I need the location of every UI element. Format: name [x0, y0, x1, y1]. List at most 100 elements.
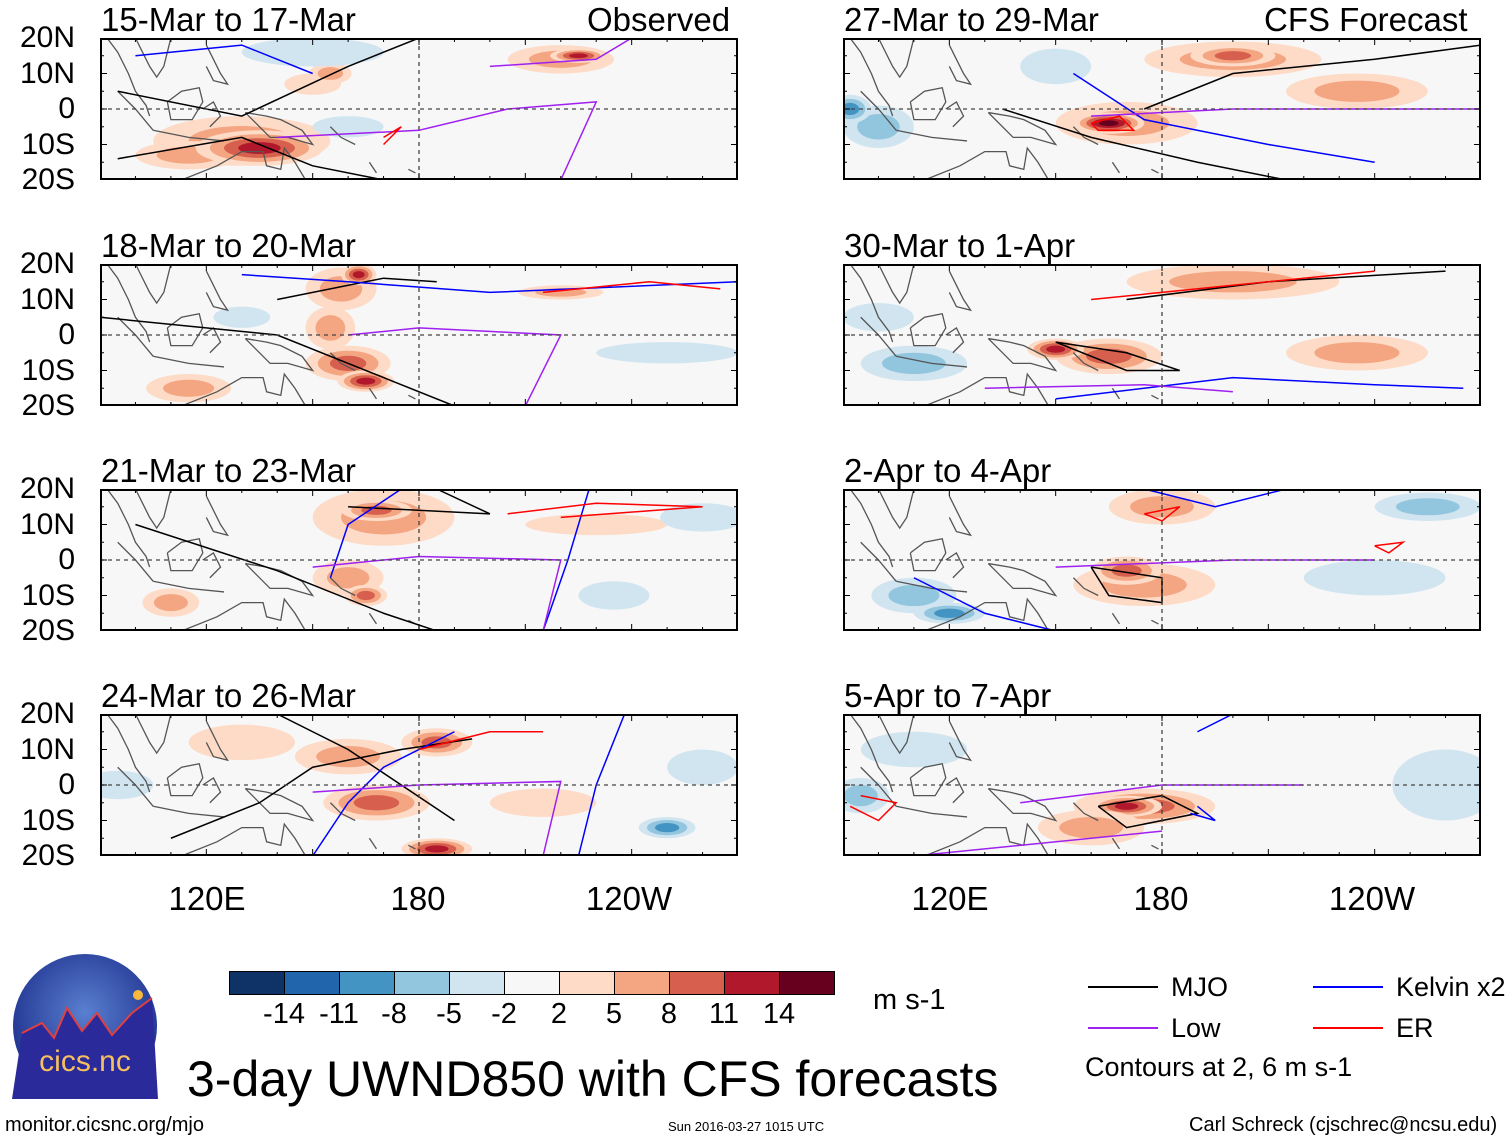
y-tick-label: 10S: [21, 353, 75, 387]
y-tick-label: 10N: [19, 56, 75, 90]
kelvin-contour: [1055, 376, 1464, 400]
kelvin-contour: [329, 489, 402, 578]
map-panel-1: [100, 38, 738, 180]
wind-anomaly-shade: [1214, 51, 1252, 61]
coastline: [849, 489, 894, 568]
y-tick-label: 0: [58, 318, 75, 351]
colorbar-label: -14: [263, 998, 305, 1030]
wind-anomaly-shade: [888, 584, 940, 607]
y-tick-label: 20N: [19, 247, 75, 280]
x-tick-180-left: 180: [390, 880, 446, 917]
er-contour: [1090, 115, 1136, 132]
coastline: [329, 577, 356, 597]
map-panel-8: [843, 714, 1481, 856]
low-contour: [277, 101, 598, 180]
mjo-contour: [1002, 108, 1287, 180]
coastline: [166, 537, 204, 572]
wind-anomaly-shade: [353, 795, 400, 811]
coastline: [329, 352, 356, 372]
wind-anomaly-shade: [326, 567, 370, 589]
coastline: [1111, 161, 1121, 174]
coastline: [924, 597, 1050, 631]
coastline: [106, 38, 151, 117]
wind-anomaly-shade: [1046, 345, 1066, 353]
panel-title-5: 27-Mar to 29-Mar: [844, 1, 1099, 38]
wind-anomaly-shade: [1314, 80, 1400, 102]
legend-label-2: Low: [1171, 1013, 1221, 1043]
coastline: [896, 355, 968, 368]
panel-title-8: 5-Apr to 7-Apr: [844, 677, 1052, 714]
wind-anomaly-shade: [315, 315, 346, 341]
er-contour: [849, 794, 898, 822]
colorbar-label: 14: [762, 998, 796, 1030]
coastline: [153, 580, 225, 593]
mjo-contour: [1097, 794, 1200, 829]
coastline: [153, 129, 225, 142]
coastline: [909, 312, 947, 347]
map-panel-6: [843, 264, 1481, 406]
legend-note: Contours at 2, 6 m s-1: [1085, 1052, 1353, 1082]
panel-title-7: 2-Apr to 4-Apr: [844, 452, 1052, 489]
coastline: [945, 326, 965, 354]
wind-anomaly-shade: [667, 749, 738, 785]
coastline: [1072, 802, 1099, 822]
mjo-contour: [348, 489, 491, 515]
panel-title-3: 21-Mar to 23-Mar: [101, 452, 356, 489]
kelvin-contour: [135, 44, 313, 75]
colorbar-swatch: [449, 971, 505, 995]
coastline: [924, 822, 1050, 856]
coastline: [987, 337, 1058, 372]
coastline: [1111, 612, 1121, 625]
coastline: [205, 495, 230, 537]
cics-logo: cics.nc: [12, 953, 158, 1099]
coastline: [948, 720, 973, 762]
coastline: [408, 394, 416, 400]
coastline: [202, 776, 222, 804]
coastline: [202, 100, 222, 128]
coastline: [987, 787, 1058, 822]
coastline: [948, 495, 973, 537]
coastline: [408, 844, 416, 850]
wind-anomaly-shade: [1020, 48, 1092, 85]
coastline: [205, 270, 230, 312]
coastline: [948, 44, 973, 86]
coastline: [1151, 394, 1159, 400]
colorbar-swatch: [284, 971, 340, 995]
legend-line-0: [1088, 986, 1158, 988]
wind-anomaly-shade: [525, 513, 668, 536]
wind-anomaly-shade: [352, 271, 365, 279]
coastline: [106, 714, 151, 793]
colorbar-swatch: [669, 971, 725, 995]
y-tick-label: 10S: [21, 803, 75, 837]
panel-title-1: 15-Mar to 17-Mar: [101, 1, 356, 38]
mjo-contour: [1143, 44, 1481, 110]
coastline: [948, 270, 973, 312]
coastline: [244, 337, 315, 372]
coastline: [987, 111, 1058, 146]
mjo-contour: [276, 714, 455, 822]
coastline: [244, 111, 315, 146]
y-tick-label: 20N: [19, 472, 75, 505]
coastline: [153, 805, 225, 818]
colorbar-swatch: [504, 971, 560, 995]
coastline: [896, 805, 968, 818]
coastline: [924, 146, 1050, 180]
coastline: [909, 86, 947, 121]
coastline: [368, 612, 378, 625]
coastline: [368, 161, 378, 174]
coastline: [1111, 387, 1121, 400]
kelvin-contour: [241, 273, 738, 294]
y-tick-label: 20S: [21, 839, 75, 872]
x-tick-120e-left: 120E: [168, 880, 246, 917]
low-contour: [348, 327, 562, 406]
source-url[interactable]: monitor.cicsnc.org/mjo: [5, 1114, 204, 1136]
cfs-forecast-label: CFS Forecast: [1264, 1, 1468, 38]
observed-label: Observed: [587, 1, 731, 38]
coastline: [909, 762, 947, 797]
legend-line-1: [1313, 986, 1383, 988]
coastline: [1072, 577, 1099, 597]
svg-text:cics.nc: cics.nc: [39, 1045, 131, 1078]
wind-anomaly-shade: [934, 608, 965, 618]
colorbar-swatch: [339, 971, 395, 995]
